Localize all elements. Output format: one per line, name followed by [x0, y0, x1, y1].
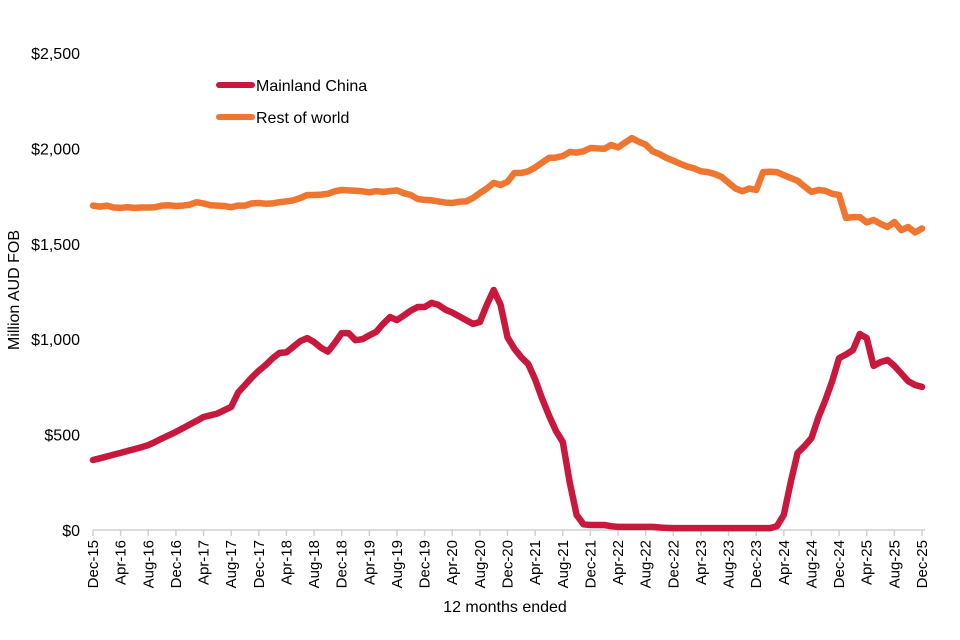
y-tick-label: $2,000 — [31, 141, 80, 158]
x-tick-label: Dec-21 — [582, 540, 599, 588]
legend: Mainland China Rest of world — [216, 78, 367, 127]
series-line-rest-of-world — [89, 134, 926, 236]
x-tick-label: Aug-19 — [389, 540, 406, 588]
series-lines — [89, 134, 926, 532]
x-tick-label: Aug-17 — [223, 540, 240, 588]
y-tick-label: $1,000 — [31, 332, 80, 349]
x-tick-label: Aug-23 — [721, 540, 738, 588]
x-tick-label: Dec-25 — [914, 540, 931, 588]
x-tick-label: Dec-20 — [500, 540, 517, 588]
x-axis-ticks: Dec-15 Apr-16 Aug-16 Dec-16 Apr-17 Aug-17 Dec-… — [85, 530, 931, 588]
y-tick-label: $500 — [44, 428, 80, 445]
x-tick-label: Aug-21 — [555, 540, 572, 588]
x-tick-label: Dec-22 — [665, 540, 682, 588]
x-tick-label: Dec-23 — [748, 540, 765, 588]
x-tick-label: Aug-22 — [638, 540, 655, 588]
x-tick-label: Dec-15 — [85, 540, 102, 588]
x-tick-label: Apr-24 — [776, 540, 793, 585]
x-tick-label: Aug-20 — [472, 540, 489, 588]
legend-label-rest-of-world: Rest of world — [256, 110, 349, 127]
y-axis-ticks: $0 $500 $1,000 $1,500 $2,000 $2,500 — [31, 46, 80, 540]
x-tick-label: Aug-16 — [140, 540, 157, 588]
y-axis-title: Million AUD FOB — [6, 230, 23, 350]
y-tick-label: $1,500 — [31, 237, 80, 254]
x-tick-label: Apr-22 — [610, 540, 627, 585]
x-axis-title: 12 months ended — [443, 599, 567, 616]
x-tick-label: Apr-17 — [196, 540, 213, 585]
x-tick-label: Dec-16 — [168, 540, 185, 588]
x-tick-label: Aug-25 — [886, 540, 903, 588]
x-tick-label: Dec-18 — [334, 540, 351, 588]
x-tick-label: Apr-18 — [278, 540, 295, 585]
x-tick-label: Aug-24 — [803, 540, 820, 588]
x-tick-label: Apr-19 — [361, 540, 378, 585]
x-tick-label: Dec-17 — [251, 540, 268, 588]
series-line-mainland-china — [89, 286, 926, 532]
x-tick-label: Dec-24 — [831, 540, 848, 588]
x-tick-label: Apr-21 — [527, 540, 544, 585]
legend-label-mainland-china: Mainland China — [256, 78, 367, 95]
x-tick-label: Apr-25 — [859, 540, 876, 585]
x-tick-label: Dec-19 — [417, 540, 434, 588]
x-tick-label: Apr-20 — [444, 540, 461, 585]
x-tick-label: Apr-23 — [693, 540, 710, 585]
x-tick-label: Aug-18 — [306, 540, 323, 588]
x-tick-label: Apr-16 — [113, 540, 130, 585]
y-tick-label: $0 — [62, 523, 80, 540]
y-tick-label: $2,500 — [31, 46, 80, 63]
